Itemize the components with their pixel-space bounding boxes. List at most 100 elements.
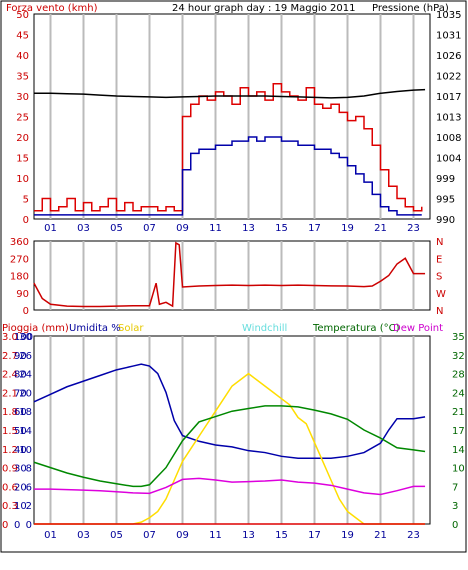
- compass-label: S: [436, 272, 442, 283]
- hour-tick-label: 17: [308, 530, 321, 541]
- legend-humidity: Umidita %: [69, 323, 121, 334]
- hour-tick-label: 11: [209, 530, 222, 541]
- hour-tick-label: 21: [374, 223, 387, 234]
- legend-rain: Pioggia (mm): [2, 323, 69, 334]
- hour-tick-label: 11: [209, 223, 222, 234]
- hour-tick-label: 19: [341, 223, 354, 234]
- temperature-tick-label: 24: [452, 388, 465, 399]
- rain-tick-label: 0.3: [2, 501, 18, 512]
- wind-panel-frame: [33, 13, 431, 220]
- hour-tick-label: 23: [407, 530, 420, 541]
- hour-tick-label: 01: [44, 530, 57, 541]
- wind-speed-tick-label: 10: [16, 174, 29, 185]
- wind-speed-tick-label: 0: [23, 215, 29, 226]
- direction-tick-label: 90: [16, 289, 29, 300]
- wind-speed-tick-label: 5: [23, 195, 29, 206]
- solar-tick-label: 30: [19, 332, 32, 343]
- hour-tick-label: 05: [110, 223, 123, 234]
- solar-tick-label: 26: [19, 351, 32, 362]
- solar-tick-label: 6: [26, 482, 32, 493]
- temperature-line: [33, 405, 426, 488]
- direction-panel-grid: [49, 241, 415, 310]
- weather-panel-grid: [49, 336, 415, 524]
- hour-tick-label: 15: [275, 530, 288, 541]
- pressure-tick-label: 1022: [436, 72, 461, 83]
- temperature-tick-label: 0: [452, 520, 458, 531]
- compass-label: W: [436, 289, 446, 300]
- solar-tick-label: 20: [19, 388, 32, 399]
- solar-tick-label: 24: [19, 370, 32, 381]
- hour-tick-label: 17: [308, 223, 321, 234]
- pressure-tick-label: 1008: [436, 133, 461, 144]
- legend-windchill: Windchill: [242, 323, 287, 334]
- legend-solar: Solar: [118, 323, 144, 334]
- pressure-tick-label: 990: [436, 215, 455, 226]
- solar-tick-label: 0: [26, 520, 32, 531]
- hour-tick-label: 03: [77, 530, 90, 541]
- legend-temperature: Temperatura (°C): [312, 323, 400, 334]
- hour-tick-label: 13: [242, 223, 255, 234]
- solar-tick-label: 8: [26, 464, 32, 475]
- wind-speed-tick-label: 45: [16, 31, 29, 42]
- direction-tick-label: 270: [10, 254, 29, 265]
- pressure-tick-label: 995: [436, 195, 455, 206]
- outer-frame: [0, 0, 467, 553]
- direction-tick-label: 0: [23, 306, 29, 317]
- temperature-tick-label: 17: [452, 426, 465, 437]
- humidity-tick-label: 60: [14, 407, 27, 418]
- solar-tick-label: 18: [19, 407, 32, 418]
- humidity-tick-label: 90: [14, 351, 27, 362]
- wind-speed-tick-label: 20: [16, 133, 29, 144]
- rain-tick-label: 0: [2, 520, 8, 531]
- hour-tick-label: 19: [341, 530, 354, 541]
- rain-tick-label: 2.7: [2, 351, 18, 362]
- humidity-tick-label: 70: [14, 388, 27, 399]
- hour-tick-label: 05: [110, 530, 123, 541]
- temperature-tick-label: 28: [452, 370, 465, 381]
- dew-point-line: [34, 477, 426, 496]
- pressure-tick-label: 1004: [436, 154, 461, 165]
- humidity-line: [33, 363, 426, 459]
- temperature-tick-label: 35: [452, 332, 465, 343]
- humidity-tick-label: 10: [14, 501, 27, 512]
- humidity-tick-label: 40: [14, 445, 27, 456]
- solar-line: [34, 372, 426, 525]
- direction-panel-series: [33, 241, 426, 308]
- wind-speed-line: [34, 82, 423, 212]
- wind-average-line: [34, 136, 422, 216]
- solar-tick-label: 14: [19, 426, 32, 437]
- compass-label: N: [436, 237, 443, 248]
- hour-tick-label: 09: [176, 223, 189, 234]
- humidity-tick-label: 30: [14, 464, 27, 475]
- temperature-tick-label: 32: [452, 351, 465, 362]
- humidity-tick-label: 50: [14, 426, 27, 437]
- weather-panel-frame: [33, 335, 431, 525]
- humidity-tick-label: 0: [14, 520, 20, 531]
- rain-tick-label: 2.1: [2, 388, 18, 399]
- rain-tick-label: 2.4: [2, 370, 18, 381]
- hour-tick-label: 21: [374, 530, 387, 541]
- temperature-tick-label: 3: [452, 501, 458, 512]
- compass-label: N: [436, 306, 443, 317]
- temperature-tick-label: 14: [452, 445, 465, 456]
- pressure-tick-label: 1017: [436, 92, 461, 103]
- hour-tick-label: 23: [407, 223, 420, 234]
- wind-panel-ticks: 01 03 05 07 09 11 13 15 17 19 21 230510152025303540…: [16, 10, 461, 234]
- temperature-tick-label: 10: [452, 464, 465, 475]
- rain-tick-label: 1.2: [2, 445, 18, 456]
- wind-panel-series: [34, 82, 426, 216]
- wind-speed-tick-label: 50: [16, 10, 29, 21]
- hour-tick-label: 13: [242, 530, 255, 541]
- direction-tick-label: 180: [10, 272, 29, 283]
- humidity-tick-label: 20: [14, 482, 27, 493]
- solar-tick-label: 10: [19, 445, 32, 456]
- humidity-tick-label: 80: [14, 370, 27, 381]
- wind-speed-axis-label: Forza vento (kmh): [6, 3, 98, 14]
- rain-tick-label: 1.8: [2, 407, 18, 418]
- pressure-tick-label: 1026: [436, 51, 461, 62]
- pressure-tick-label: 1031: [436, 31, 461, 42]
- weather-panel-series: [33, 363, 426, 525]
